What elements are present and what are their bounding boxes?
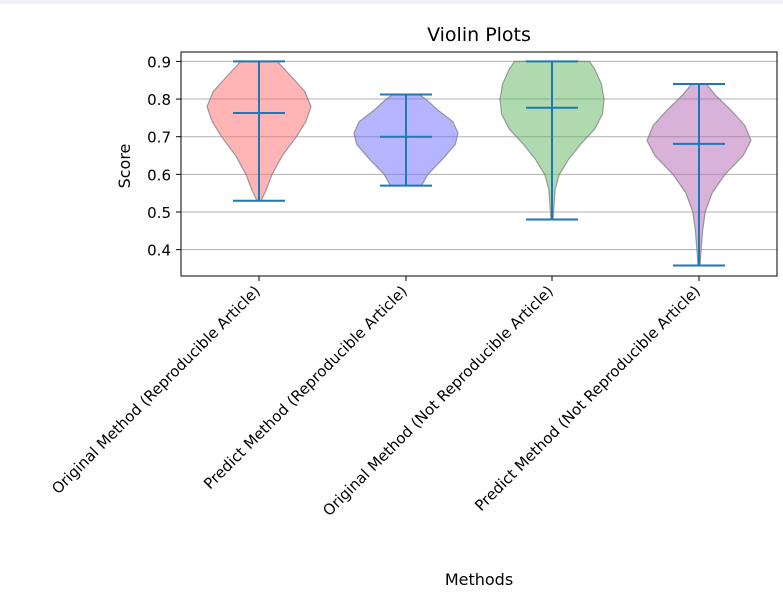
- y-tick-label: 0.5: [147, 204, 171, 222]
- y-tick-label: 0.6: [147, 166, 171, 184]
- top-bar: [0, 0, 783, 4]
- x-axis-label: Methods: [445, 570, 513, 589]
- y-axis-label: Score: [115, 144, 134, 189]
- y-tick-label: 0.7: [147, 129, 171, 147]
- y-tick-label: 0.4: [147, 242, 171, 260]
- y-axis: 0.4 0.5 0.6 0.7 0.8 0.9: [147, 53, 181, 260]
- x-tick-label: Original Method (Not Reproducible Articl…: [319, 282, 557, 520]
- violins: [206, 60, 752, 267]
- y-tick-label: 0.8: [147, 91, 171, 109]
- chart-title: Violin Plots: [427, 24, 531, 46]
- x-tick-label: Predict Method (Not Reproducible Article…: [471, 282, 704, 515]
- y-tick-label: 0.9: [147, 53, 171, 71]
- x-axis: Original Method (Reproducible Article)Pr…: [48, 276, 704, 520]
- plot-frame: [180, 51, 778, 277]
